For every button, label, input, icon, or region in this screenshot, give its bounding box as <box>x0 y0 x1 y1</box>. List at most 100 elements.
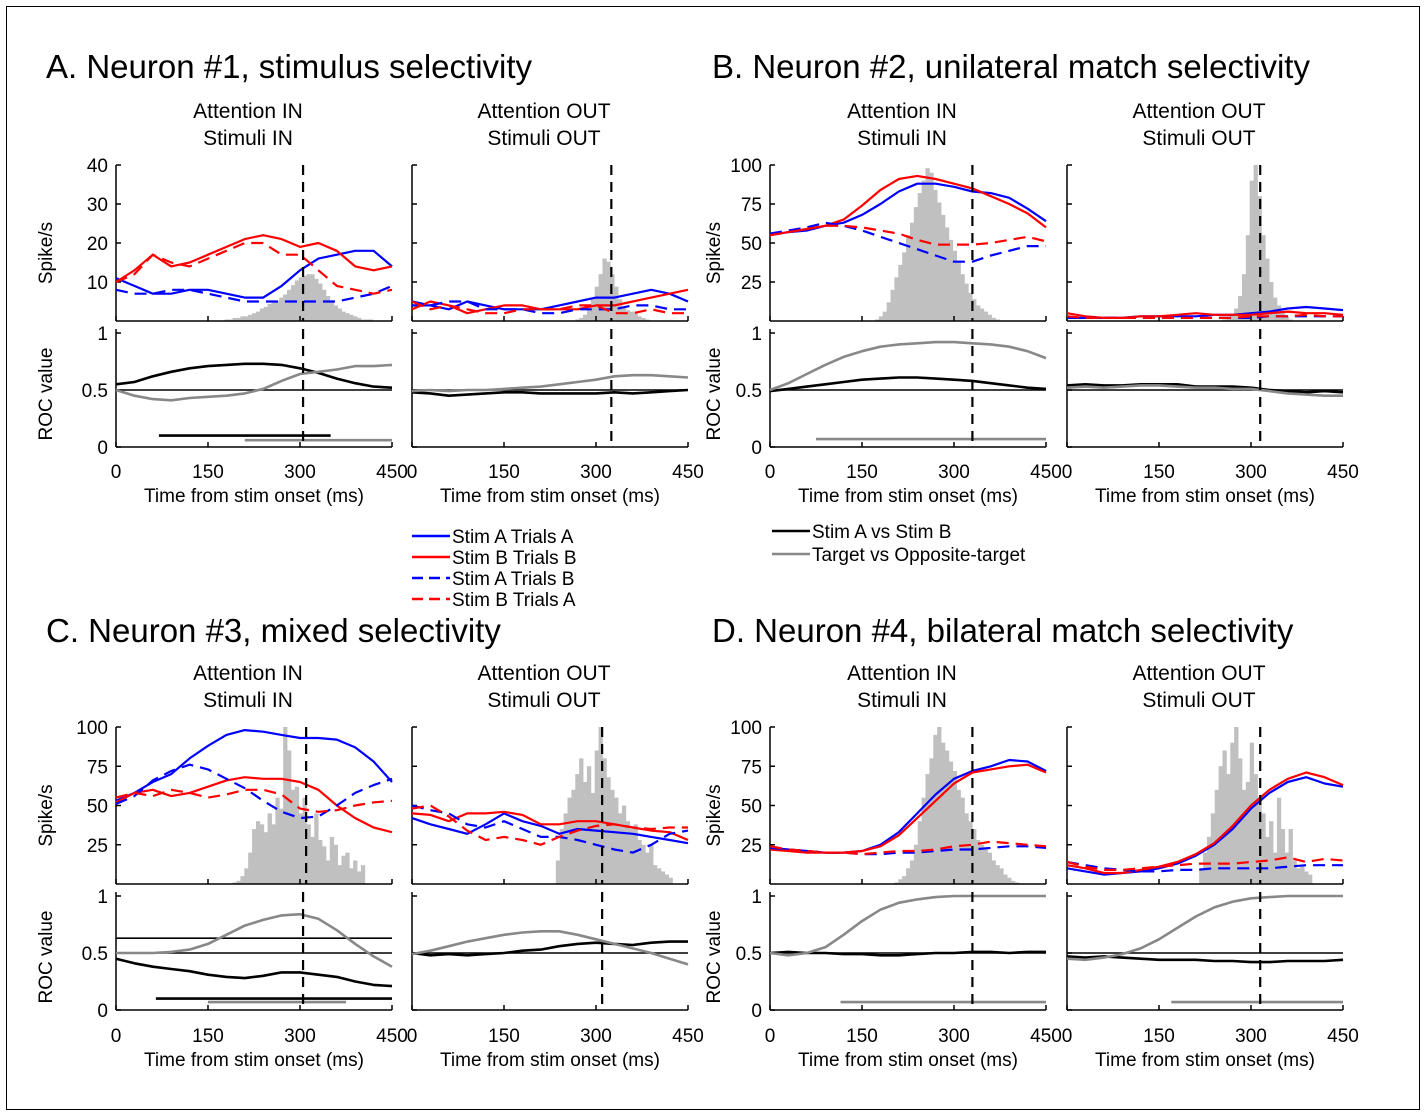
panel-b-rate-in-hist-bar <box>913 207 919 321</box>
panel-d-rate-in-hist-bar <box>921 797 926 884</box>
panel-d-rate-in-hist-bar <box>987 852 992 884</box>
panel-d-out-xlabel: Time from stim onset (ms) <box>1095 1050 1315 1071</box>
panel-a-rate-in-hist-bar <box>310 274 315 321</box>
panel-c-roc-out-series-line <box>411 940 688 957</box>
panel-b-rate-out-hist-bar <box>1249 180 1254 321</box>
panel-a-roc-in-series-line <box>115 362 393 389</box>
panel-a-rate-out-hist-bar <box>575 319 580 321</box>
panel-b-roc-in-series-line <box>769 340 1047 392</box>
panel-b-rate-out-hist-bar <box>1238 296 1243 321</box>
panel-c-rate-out-hist-bar <box>571 789 576 884</box>
panel-d-rate-in-hist-bar <box>909 860 915 884</box>
panel-c-rate-in-hist-bar <box>263 832 269 884</box>
panel-a-out-xtick-label: 300 <box>580 462 612 483</box>
panel-d-rate-out-hist-bar <box>1241 789 1247 884</box>
panel-c-rate-out-hist-bar <box>629 829 634 884</box>
panel-c-rate-in-hist-bar <box>314 813 319 884</box>
panel-c-rate-out-hist-bar <box>602 758 607 884</box>
panel-d-rate-in-hist-bar <box>933 734 938 884</box>
panel-a-in-xtick-label: 150 <box>192 462 224 483</box>
panel-a-rate-in-hist-bar <box>306 274 311 321</box>
panel-c-rate-in-ytick-label: 25 <box>87 836 108 857</box>
panel-d-out-xtick-label: 300 <box>1235 1026 1267 1047</box>
panel-b-rate-in-hist-bar <box>886 302 891 321</box>
panel-d-rate-in-series-line <box>769 763 1047 854</box>
panel-b-rate-out-hist-bar <box>1253 165 1258 321</box>
panel-d-rate-in-hist-bar <box>913 844 919 884</box>
panel-b-rate-in-hist-bar <box>964 283 969 321</box>
panel-d-rate-out-hist-bar <box>1199 868 1204 884</box>
panel-a-roc-in-ytick-label: 0 <box>97 438 108 459</box>
panel-a-rate-in-hist-bar <box>368 319 373 321</box>
panel-d-rate-out-hist-bar <box>1288 829 1293 884</box>
panel-a-rate-out-series-line <box>412 288 689 311</box>
panel-b-rate-out-series-line <box>1066 313 1343 319</box>
panel-c-rate-out-hist-bar <box>559 829 565 884</box>
panel-d-in-xtick-label: 300 <box>938 1026 970 1047</box>
panel-c-rate-in-hist-bar <box>322 846 327 884</box>
panel-d-roc-in-ytick-label: 1 <box>751 887 762 908</box>
panel-c-roc-in-series-line <box>116 912 393 968</box>
panel-d-rate-in-ytick-label: 100 <box>730 718 762 739</box>
panel-b-rate-out-hist-bar <box>1265 258 1270 321</box>
panel-b-in-xtick-label: 300 <box>938 462 970 483</box>
panel-c-rate-in-hist-bar <box>236 880 241 884</box>
panel-b-rate-in-hist-bar <box>898 264 903 321</box>
panel-b-in-xlabel: Time from stim onset (ms) <box>798 486 1018 507</box>
panel-a-rate-in-hist-bar <box>259 308 265 321</box>
panel-c-rate-in-hist-bar <box>287 750 292 884</box>
panel-a-in-subtitle-2: Stimuli IN <box>203 127 293 150</box>
panel-c-rate-out-hist-bar <box>583 781 588 884</box>
panel-a-rate-in-hist-bar <box>236 317 241 321</box>
panel-a-rate-in-ytick-label: 20 <box>87 234 108 255</box>
panel-b-rate-out-hist-bar <box>1245 235 1251 321</box>
panel-d-rate-in-hist-bar <box>999 868 1004 884</box>
panel-a-rate-in-ytick-label: 10 <box>87 273 108 294</box>
panel-c-rate-in-hist-bar <box>290 789 296 884</box>
panel-c-rate-in-ytick-label: 50 <box>87 797 108 818</box>
panel-c-out-xtick-label: 450 <box>672 1026 704 1047</box>
panel-a-title: A. Neuron #1, stimulus selectivity <box>46 48 533 85</box>
panel-d-rate-out-hist-bar <box>1304 871 1309 884</box>
panel-a-ylabel-roc: ROC value <box>36 348 57 441</box>
panel-a-ylabel-rate: Spike/s <box>36 222 57 284</box>
panel-a-rate-in-hist-bar <box>302 275 307 321</box>
panel-c-rate-in-hist-bar <box>275 797 280 884</box>
panel-c-title: C. Neuron #3, mixed selectivity <box>46 612 501 649</box>
panel-c-rate-in-ytick-label: 100 <box>76 718 108 739</box>
panel-d-rate-out-hist-bar <box>1269 821 1274 884</box>
panel-c-rate-in-hist-bar <box>267 813 272 884</box>
panel-a-rate-in-hist-bar <box>283 294 288 321</box>
panel-b-out-xtick-label: 450 <box>1327 462 1359 483</box>
panel-a-out-xlabel: Time from stim onset (ms) <box>440 486 660 507</box>
panel-d-rate-out-hist-bar <box>1214 789 1220 884</box>
panel-a-rate-out-hist-bar <box>614 286 619 321</box>
panel-b-roc-in-series-line <box>769 376 1047 393</box>
panel-b-roc-in-ytick-label: 0.5 <box>736 381 762 402</box>
panel-c-rate-in-ytick-label: 75 <box>87 757 108 778</box>
panel-d-rate-in-hist-bar <box>1003 874 1008 884</box>
panel-d-ylabel-roc: ROC value <box>704 911 725 1004</box>
panel-b-rate-in-hist-bar <box>874 319 880 321</box>
panel-c-rate-in-hist-bar <box>232 882 237 884</box>
panel-a-out-xtick-label: 150 <box>488 462 520 483</box>
panel-d-rate-out-hist-bar <box>1210 813 1216 884</box>
panel-b-rate-in-hist-bar <box>890 289 895 321</box>
panel-b-rate-in-hist-bar <box>878 316 884 321</box>
panel-a-rate-in-series-line <box>115 234 393 283</box>
panel-b-rate-in-hist-bar <box>941 214 946 321</box>
panel-b-rate-in-hist-bar <box>979 308 985 321</box>
panel-a-in-xlabel: Time from stim onset (ms) <box>144 486 364 507</box>
panel-c-rate-out-series-line <box>411 812 689 845</box>
panel-d-rate-in-hist-bar <box>1007 877 1012 884</box>
legend-left-label: Stim A Trials B <box>452 569 574 590</box>
panel-c-rate-in-series-line <box>115 728 393 802</box>
panel-b-rate-in-hist-bar <box>882 311 888 321</box>
panel-c-in-xtick-label: 450 <box>376 1026 408 1047</box>
panel-c-rate-in-series-line <box>115 776 393 834</box>
panel-c-rate-in-hist-bar <box>337 865 342 884</box>
panel-b-in-xtick-label: 150 <box>846 462 878 483</box>
panel-a-rate-in-series-line <box>115 284 393 303</box>
panel-c-rate-out-hist-bar <box>621 805 627 884</box>
panel-d-out-xtick-label: 0 <box>1062 1026 1073 1047</box>
